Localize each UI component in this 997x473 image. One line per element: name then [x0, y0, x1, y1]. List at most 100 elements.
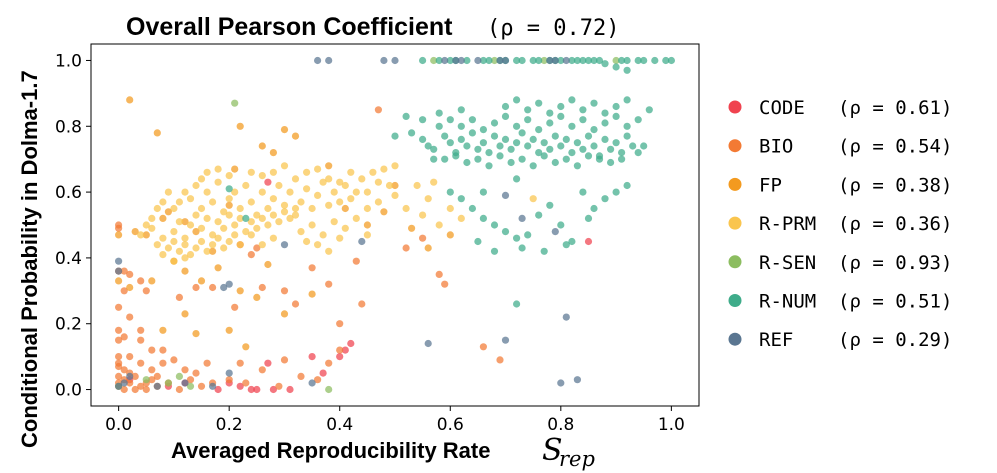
data-point [325, 201, 333, 209]
data-point [612, 102, 620, 111]
data-point [546, 119, 554, 127]
data-point [209, 247, 217, 255]
data-point [181, 267, 189, 275]
data-point [264, 359, 272, 367]
data-point [562, 135, 570, 143]
data-point [347, 339, 355, 348]
data-point [557, 112, 565, 120]
x-axis-subscript: rep [559, 447, 595, 471]
data-point [225, 376, 233, 384]
data-point [214, 165, 222, 173]
data-point [380, 165, 388, 173]
chart-title: Overall Pearson Coefficient [126, 13, 453, 41]
data-point [496, 356, 504, 364]
data-point [474, 145, 482, 153]
data-point [264, 204, 272, 213]
data-point [126, 283, 134, 292]
data-point [131, 385, 139, 394]
data-point [341, 204, 349, 213]
data-point [352, 257, 360, 265]
data-point [115, 372, 123, 380]
data-point [303, 237, 311, 246]
data-point [601, 135, 609, 143]
data-point [391, 181, 399, 190]
data-point [247, 218, 255, 226]
y-tick-label: 0.0 [55, 381, 82, 401]
points-layer [115, 56, 676, 394]
data-point [590, 126, 598, 134]
data-point [590, 204, 598, 213]
data-point [220, 244, 228, 252]
data-point [501, 135, 510, 143]
data-point [280, 310, 289, 318]
legend-marker-r-sen [728, 255, 742, 269]
data-point [308, 221, 316, 229]
data-point [363, 188, 371, 196]
data-point [319, 231, 327, 239]
x-tick-label: 0.0 [105, 415, 132, 435]
data-point [203, 247, 211, 255]
data-point [258, 142, 266, 150]
data-point [159, 346, 167, 354]
data-point [518, 214, 526, 222]
data-point [247, 198, 255, 206]
data-point [181, 366, 189, 374]
data-point [452, 152, 460, 160]
data-point [242, 379, 250, 387]
data-point [584, 214, 593, 222]
y-tick-label: 0.2 [55, 315, 82, 335]
data-point [490, 221, 499, 229]
x-axis: 0.0 0.2 0.4 0.6 0.8 1.0 [105, 406, 685, 435]
data-point [441, 280, 449, 288]
data-point [457, 106, 465, 114]
data-point [612, 139, 620, 147]
data-point [391, 56, 399, 65]
data-point [258, 241, 266, 249]
data-point [319, 369, 327, 377]
data-point [590, 142, 598, 150]
data-point [159, 359, 167, 367]
series-r-sen [115, 56, 620, 394]
legend-marker-code [728, 100, 742, 114]
data-point [314, 56, 322, 65]
data-point [408, 224, 416, 232]
data-point [247, 231, 255, 239]
data-point [137, 359, 145, 367]
data-point [568, 122, 576, 130]
data-point [148, 277, 156, 285]
data-point [573, 162, 582, 170]
data-point [457, 195, 465, 203]
legend: CODE (ρ = 0.61) BIO (ρ = 0.54) FP (ρ = 0.38) R… [728, 97, 952, 351]
data-point [231, 188, 239, 196]
data-point [314, 165, 322, 173]
data-point [225, 201, 233, 209]
data-point [501, 228, 510, 236]
data-point [175, 218, 183, 226]
data-point [513, 139, 521, 147]
data-point [358, 237, 366, 246]
data-point [214, 234, 222, 242]
data-point [540, 56, 548, 65]
data-point [186, 251, 195, 259]
data-point [181, 218, 189, 226]
data-point [126, 372, 134, 380]
data-point [280, 162, 289, 170]
data-point [363, 204, 371, 213]
data-point [275, 181, 283, 190]
data-point [280, 201, 289, 209]
legend-label: R-NUM [759, 291, 816, 313]
y-axis-label: Conditional Probability in Dolma-1.7 [17, 70, 42, 448]
data-point [236, 382, 244, 390]
data-point [513, 122, 521, 130]
data-point [214, 218, 222, 226]
data-point [424, 339, 432, 348]
data-point [540, 139, 548, 147]
chart-title-rho: (ρ = 0.72) [487, 16, 619, 41]
data-point [551, 56, 559, 65]
data-point [291, 175, 300, 183]
data-point [579, 56, 587, 65]
data-point [137, 336, 145, 344]
data-point [170, 228, 178, 236]
data-point [551, 158, 559, 167]
data-point [352, 214, 360, 222]
